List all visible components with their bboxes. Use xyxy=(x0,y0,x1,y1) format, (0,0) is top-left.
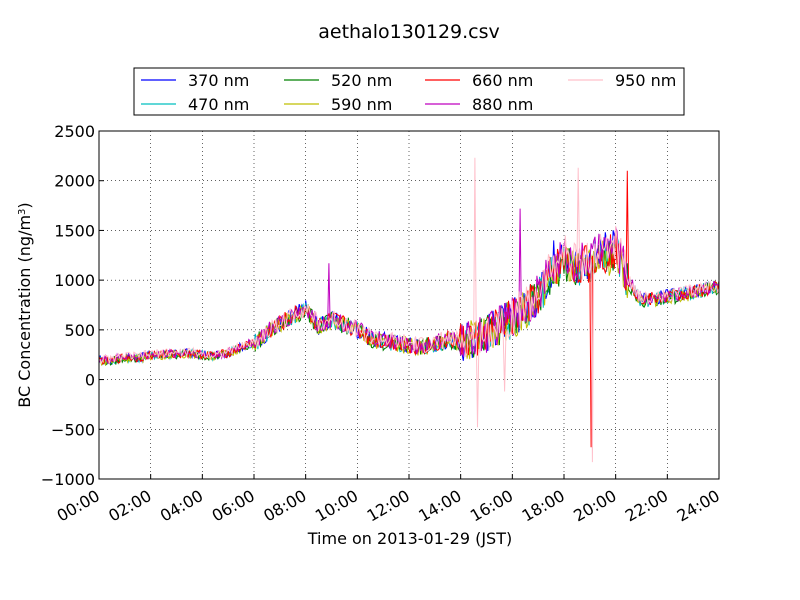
series-line-950-nm xyxy=(98,157,720,463)
x-tick-label: 10:00 xyxy=(312,486,361,526)
y-axis-label-sup: 3 xyxy=(17,209,28,215)
y-tick-label: 500 xyxy=(64,321,95,340)
x-tick-label: 14:00 xyxy=(415,486,464,526)
y-tick-label: 1500 xyxy=(54,221,95,240)
x-tick-label: 02:00 xyxy=(105,486,154,526)
legend-label: 470 nm xyxy=(188,95,249,114)
y-axis-label-end: ) xyxy=(15,202,34,208)
x-tick-label: 24:00 xyxy=(674,486,723,526)
x-tick-label: 04:00 xyxy=(157,486,206,526)
x-tick-label: 12:00 xyxy=(364,486,413,526)
y-axis-label-main: BC Concentration (ng/m xyxy=(15,215,34,408)
x-tick-label: 00:00 xyxy=(54,486,103,526)
x-tick-label: 18:00 xyxy=(519,486,568,526)
legend-label: 880 nm xyxy=(472,95,533,114)
legend-label: 950 nm xyxy=(615,71,676,90)
y-tick-label: −1000 xyxy=(41,470,95,489)
legend-box xyxy=(133,67,685,116)
legend-label: 520 nm xyxy=(331,71,392,90)
x-tick-label: 08:00 xyxy=(260,486,309,526)
legend-label: 590 nm xyxy=(331,95,392,114)
plot-area-frame xyxy=(98,130,720,480)
y-tick-label: 1000 xyxy=(54,271,95,290)
x-tick-label: 06:00 xyxy=(209,486,258,526)
legend-label: 370 nm xyxy=(188,71,249,90)
legend-label: 660 nm xyxy=(472,71,533,90)
y-tick-label: 0 xyxy=(85,371,95,390)
legend: 370 nm 470 nm 520 nm 590 nm 660 nm 880 nm 950 … xyxy=(133,67,685,116)
series-line-660-nm xyxy=(98,170,720,448)
x-tick-label: 22:00 xyxy=(622,486,671,526)
series-group xyxy=(98,157,720,463)
y-tick-label: 2000 xyxy=(54,172,95,191)
x-tick-label: 20:00 xyxy=(570,486,619,526)
y-tick-label: 2500 xyxy=(54,122,95,141)
x-tick-label: 16:00 xyxy=(467,486,516,526)
y-axis-label: BC Concentration (ng/m3) xyxy=(15,202,34,407)
y-tick-label: −500 xyxy=(51,420,95,439)
grid-lines xyxy=(98,130,720,480)
chart-title: aethalo130129.csv xyxy=(318,21,500,43)
x-axis-label: Time on 2013-01-29 (JST) xyxy=(307,529,512,548)
